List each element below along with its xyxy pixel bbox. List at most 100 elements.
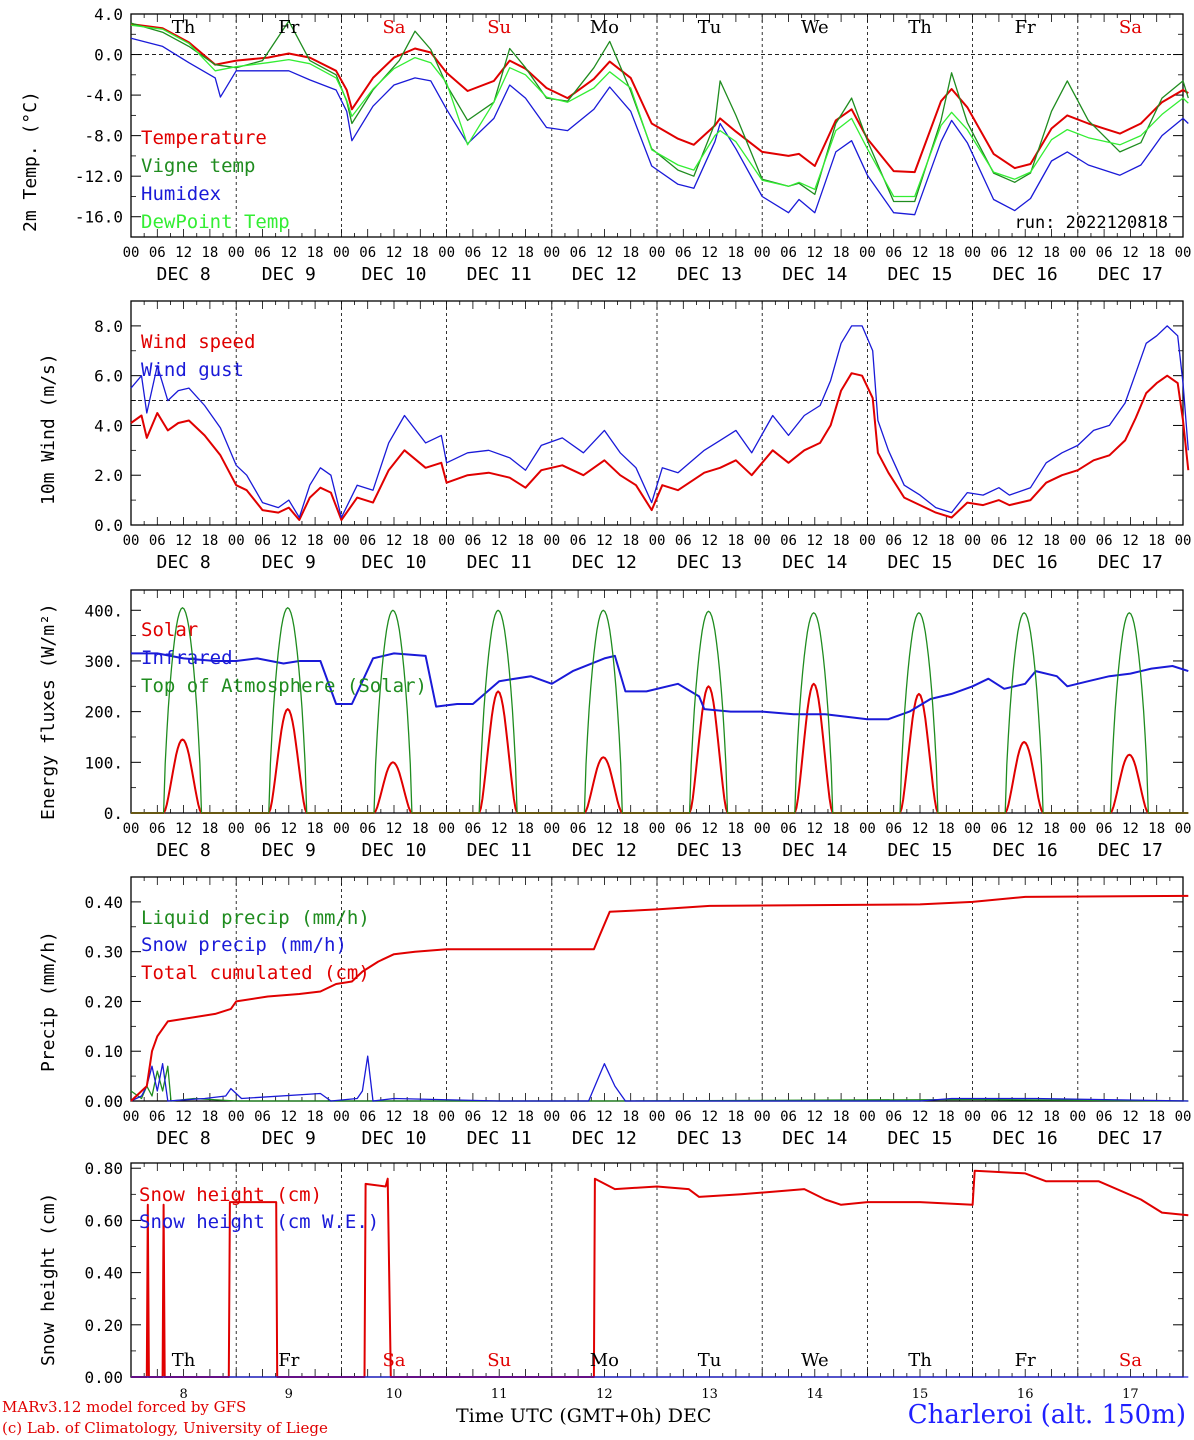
hour-tick-label: 00 <box>123 245 140 261</box>
hour-tick-label: 06 <box>885 821 902 837</box>
day-number-label: 8 <box>179 1387 187 1402</box>
hour-tick-label: 12 <box>1122 533 1139 549</box>
y-tick-label: 0.20 <box>84 1316 123 1335</box>
hour-tick-label: 12 <box>701 1109 718 1125</box>
legend-entry: Wind gust <box>141 359 244 381</box>
day-number-label: 13 <box>701 1387 718 1402</box>
legend-entry: Wind speed <box>141 331 255 353</box>
hour-tick-label: 18 <box>1043 821 1060 837</box>
y-tick-label: 400. <box>84 601 123 620</box>
hour-tick-label: 00 <box>1175 821 1192 837</box>
day-number-label: 14 <box>807 1387 824 1402</box>
series-line-blue <box>130 37 1189 216</box>
hour-tick-label: 12 <box>491 1109 508 1125</box>
hour-tick-label: 18 <box>727 1109 744 1125</box>
hour-tick-label: 06 <box>254 1109 271 1125</box>
series-line-green <box>131 607 1189 814</box>
series-line-lightgreen <box>130 24 1189 198</box>
hour-tick-label: 12 <box>1017 1109 1034 1125</box>
hour-tick-label: 06 <box>1096 1109 1113 1125</box>
weekday-label: Mo <box>590 17 619 38</box>
hour-tick-label: 18 <box>201 1109 218 1125</box>
hour-tick-label: 06 <box>675 245 692 261</box>
hour-tick-label: 18 <box>201 245 218 261</box>
day-number-label: 16 <box>1017 1387 1034 1402</box>
y-tick-label: 0.30 <box>84 943 123 962</box>
y-tick-label: 0.0 <box>94 46 123 65</box>
y-tick-label: 300. <box>84 652 123 671</box>
legend-entry: Temperature <box>141 127 267 149</box>
hour-tick-label: 06 <box>990 245 1007 261</box>
hour-tick-label: 06 <box>359 533 376 549</box>
hour-tick-label: 18 <box>201 533 218 549</box>
date-label: DEC 9 <box>262 840 316 861</box>
day-number-label: 10 <box>386 1387 403 1402</box>
hour-tick-label: 00 <box>649 533 666 549</box>
y-tick-label: 0.20 <box>84 992 123 1011</box>
hour-tick-label: 12 <box>596 821 613 837</box>
date-label: DEC 16 <box>993 840 1058 861</box>
weekday-label: Sa <box>1119 17 1142 38</box>
weekday-label: We <box>801 1350 829 1371</box>
y-tick-label: 0.80 <box>84 1159 123 1178</box>
hour-tick-label: 18 <box>1148 533 1165 549</box>
snow-axis-title: Snow height (cm) <box>38 1192 59 1366</box>
y-tick-label: 6.0 <box>94 367 123 386</box>
day-number-label: 11 <box>491 1387 508 1402</box>
hour-tick-label: 00 <box>543 245 560 261</box>
hour-tick-label: 06 <box>885 533 902 549</box>
series-line-blue <box>131 652 1189 721</box>
y-tick-label: 0.40 <box>84 1264 123 1283</box>
hour-tick-label: 12 <box>912 821 929 837</box>
hour-tick-label: 18 <box>517 245 534 261</box>
hour-tick-label: 12 <box>386 245 403 261</box>
weekday-label: Sa <box>382 17 405 38</box>
date-label: DEC 15 <box>887 264 952 285</box>
hour-tick-label: 12 <box>912 1109 929 1125</box>
weekday-label: We <box>801 17 829 38</box>
hour-tick-label: 18 <box>833 533 850 549</box>
hour-tick-label: 18 <box>1148 245 1165 261</box>
hour-tick-label: 18 <box>201 821 218 837</box>
hour-tick-label: 06 <box>149 821 166 837</box>
hour-tick-label: 18 <box>833 821 850 837</box>
hour-tick-label: 00 <box>649 1109 666 1125</box>
y-tick-label: 4.0 <box>94 5 123 24</box>
date-label: DEC 14 <box>782 552 847 573</box>
legend-entry: Total cumulated (cm) <box>141 962 370 984</box>
hour-tick-label: 18 <box>622 821 639 837</box>
date-label: DEC 10 <box>361 840 426 861</box>
date-label: DEC 13 <box>677 552 742 573</box>
y-tick-label: 0.00 <box>84 1092 123 1111</box>
weekday-label: Th <box>908 17 932 38</box>
date-label: DEC 9 <box>262 1128 316 1149</box>
hour-tick-label: 00 <box>1069 533 1086 549</box>
hour-tick-label: 12 <box>1017 245 1034 261</box>
y-tick-label: 0.00 <box>84 1368 123 1387</box>
y-tick-label: -12.0 <box>75 167 123 186</box>
hour-tick-label: 12 <box>280 533 297 549</box>
hour-tick-label: 00 <box>333 821 350 837</box>
temp-axis-title: 2m Temp. (°C) <box>20 91 41 232</box>
weekday-label: Th <box>172 17 196 38</box>
y-tick-label: 200. <box>84 703 123 722</box>
legend-entry: Snow height (cm) <box>139 1184 322 1206</box>
hour-tick-label: 18 <box>833 245 850 261</box>
hour-tick-label: 12 <box>1017 821 1034 837</box>
hour-tick-label: 00 <box>964 821 981 837</box>
panel-frame <box>130 300 1184 526</box>
legend-entry: Liquid precip (mm/h) <box>141 907 370 929</box>
date-label: DEC 11 <box>467 1128 532 1149</box>
hour-tick-label: 00 <box>1069 821 1086 837</box>
date-label: DEC 12 <box>572 552 637 573</box>
hour-tick-label: 12 <box>1122 245 1139 261</box>
series-line-blue <box>130 1055 1189 1102</box>
weekday-label: Fr <box>278 1350 299 1371</box>
hour-tick-label: 00 <box>649 245 666 261</box>
legend-entry: DewPoint Temp <box>141 211 290 233</box>
y-tick-label: -4.0 <box>84 86 123 105</box>
model-credit: MARv3.12 model forced by GFS <box>2 1398 247 1416</box>
hour-tick-label: 00 <box>228 1109 245 1125</box>
y-tick-label: 100. <box>84 753 123 772</box>
hour-tick-label: 00 <box>543 1109 560 1125</box>
